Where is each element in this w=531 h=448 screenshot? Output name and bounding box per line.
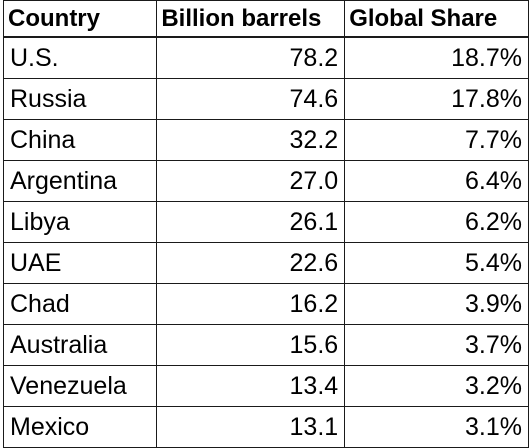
cell-country: China	[2, 119, 158, 161]
table-row: UAE 22.6 5.4%	[2, 242, 529, 284]
header-row: Country Billion barrels Global Share	[2, 0, 529, 38]
table-row: China 32.2 7.7%	[2, 119, 529, 161]
cell-country: Chad	[2, 283, 158, 325]
cell-global-share: 18.7%	[344, 36, 529, 79]
cell-country: Russia	[2, 78, 158, 120]
cell-country: Libya	[2, 201, 158, 243]
cell-billion-barrels: 26.1	[156, 201, 346, 243]
table-row: Argentina 27.0 6.4%	[2, 160, 529, 202]
cell-country: U.S.	[2, 36, 158, 79]
table-row: Mexico 13.1 3.1%	[2, 406, 529, 448]
header-country: Country	[2, 0, 158, 38]
cell-billion-barrels: 78.2	[156, 36, 346, 79]
table-row: Russia 74.6 17.8%	[2, 78, 529, 120]
table-row: Venezuela 13.4 3.2%	[2, 365, 529, 407]
cell-country: UAE	[2, 242, 158, 284]
cell-billion-barrels: 74.6	[156, 78, 346, 120]
cell-global-share: 3.9%	[344, 283, 529, 325]
table-row: Chad 16.2 3.9%	[2, 283, 529, 325]
cell-global-share: 3.7%	[344, 324, 529, 366]
cell-country: Australia	[2, 324, 158, 366]
table-row: U.S. 78.2 18.7%	[2, 36, 529, 79]
cell-global-share: 17.8%	[344, 78, 529, 120]
cell-billion-barrels: 13.4	[156, 365, 346, 407]
cell-billion-barrels: 27.0	[156, 160, 346, 202]
cell-country: Argentina	[2, 160, 158, 202]
cell-global-share: 5.4%	[344, 242, 529, 284]
cell-global-share: 3.1%	[344, 406, 529, 448]
cell-billion-barrels: 16.2	[156, 283, 346, 325]
header-global-share: Global Share	[344, 0, 529, 38]
cell-country: Mexico	[2, 406, 158, 448]
table-row: Libya 26.1 6.2%	[2, 201, 529, 243]
cell-billion-barrels: 15.6	[156, 324, 346, 366]
cell-global-share: 7.7%	[344, 119, 529, 161]
cell-billion-barrels: 22.6	[156, 242, 346, 284]
cell-billion-barrels: 13.1	[156, 406, 346, 448]
cell-global-share: 3.2%	[344, 365, 529, 407]
table-row: Australia 15.6 3.7%	[2, 324, 529, 366]
cell-global-share: 6.2%	[344, 201, 529, 243]
cell-billion-barrels: 32.2	[156, 119, 346, 161]
header-billion-barrels: Billion barrels	[156, 0, 346, 38]
cell-global-share: 6.4%	[344, 160, 529, 202]
cell-country: Venezuela	[2, 365, 158, 407]
